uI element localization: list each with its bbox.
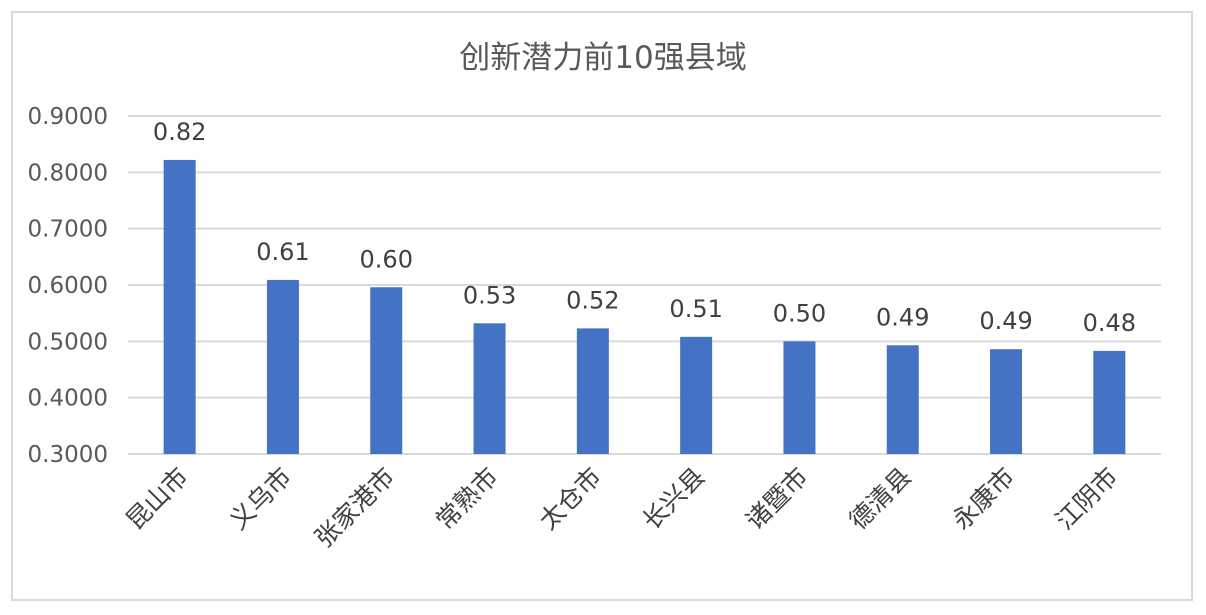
x-category-label: 常熟市 xyxy=(430,462,504,536)
x-category-label: 昆山市 xyxy=(120,462,194,536)
x-category-label: 江阴市 xyxy=(1050,462,1124,536)
y-tick-label: 0.9000 xyxy=(28,104,108,130)
data-label: 0.61 xyxy=(256,238,309,266)
bar-9 xyxy=(990,349,1023,454)
bar-6 xyxy=(680,336,713,454)
x-category-label: 诸暨市 xyxy=(740,462,814,536)
x-category-label: 太仓市 xyxy=(534,462,608,536)
gridlines xyxy=(128,115,1161,455)
data-label: 0.52 xyxy=(566,286,619,314)
bars xyxy=(163,159,1126,454)
data-label: 0.82 xyxy=(153,118,206,146)
bar-3 xyxy=(370,287,403,454)
data-label: 0.51 xyxy=(669,295,722,323)
y-tick-label: 0.4000 xyxy=(28,386,108,412)
bar-2 xyxy=(266,279,299,454)
bar-4 xyxy=(473,323,506,454)
data-label: 0.49 xyxy=(876,303,929,331)
bar-7 xyxy=(783,341,816,454)
y-tick-label: 0.7000 xyxy=(28,217,108,243)
bar-5 xyxy=(576,328,609,454)
chart-frame xyxy=(11,11,1193,601)
x-axis-categories: 昆山市 义乌市 张家港市 常熟市 太仓市 长兴县 诸暨市 德清县 永康市 江阴市 xyxy=(120,462,1123,553)
x-category-label: 张家港市 xyxy=(309,462,400,553)
x-category-label: 义乌市 xyxy=(224,462,298,536)
data-label: 0.48 xyxy=(1083,309,1136,337)
bar-1 xyxy=(163,159,196,454)
data-label: 0.53 xyxy=(463,281,516,309)
data-label: 0.60 xyxy=(360,245,413,273)
bar-10 xyxy=(1093,350,1126,454)
bar-8 xyxy=(886,345,919,454)
y-tick-label: 0.6000 xyxy=(28,273,108,299)
y-axis-ticks: 0.3000 0.4000 0.5000 0.6000 0.7000 0.8000 0.90… xyxy=(28,104,108,468)
chart-title: 创新潜力前10强县域 xyxy=(459,40,746,76)
y-tick-label: 0.5000 xyxy=(28,329,108,355)
data-label: 0.50 xyxy=(773,299,826,327)
data-label: 0.49 xyxy=(979,307,1032,335)
y-tick-label: 0.3000 xyxy=(28,442,108,468)
x-category-label: 永康市 xyxy=(947,462,1021,536)
y-tick-label: 0.8000 xyxy=(28,160,108,186)
x-category-label: 长兴县 xyxy=(637,462,711,536)
x-category-label: 德清县 xyxy=(843,462,917,536)
data-labels: 0.82 0.61 0.60 0.53 0.52 0.51 0.50 0.49 0.49 0.48 xyxy=(153,118,1136,337)
